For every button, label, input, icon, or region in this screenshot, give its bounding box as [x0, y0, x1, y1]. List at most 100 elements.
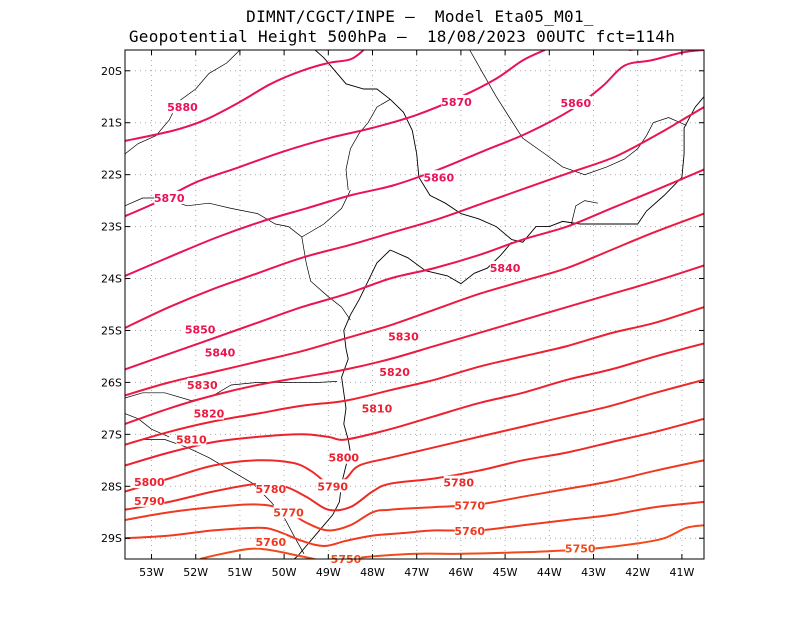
lon-label: 52W	[183, 566, 208, 579]
coastline	[314, 50, 704, 243]
contour-label-bg	[255, 534, 286, 548]
lon-label: 48W	[360, 566, 385, 579]
contour-label: 5820	[379, 366, 410, 379]
contour-label-bg	[193, 406, 224, 420]
contour-line-5780	[125, 417, 704, 512]
contour-label: 5830	[187, 379, 218, 392]
contour-line-5800	[125, 342, 704, 467]
contour-line-5850	[125, 106, 704, 329]
contour-line-5810	[125, 306, 704, 446]
title-line-1: DIMNT/CGCT/INPE – Model Eta05_M01_	[246, 7, 594, 26]
title-line-2: Geopotential Height 500hPa – 18/08/2023 …	[128, 27, 676, 46]
contour-label: 5780	[256, 483, 287, 496]
contour-line-5820	[125, 264, 704, 425]
contour-layer	[125, 50, 704, 559]
lon-label: 42W	[625, 566, 650, 579]
contour-line-5840	[125, 168, 704, 371]
lon-label: 50W	[272, 566, 297, 579]
state-border	[125, 413, 170, 438]
lon-label: 53W	[139, 566, 164, 579]
contour-line-5880	[125, 50, 365, 142]
contour-label: 5820	[194, 408, 225, 421]
contour-label: 5780	[443, 477, 474, 490]
lat-label: 21S	[101, 117, 122, 130]
contour-label-bg	[454, 498, 485, 512]
contour-label: 5770	[454, 500, 485, 513]
plot-frame	[124, 49, 705, 560]
lat-label: 22S	[101, 169, 122, 182]
contour-label: 5860	[423, 171, 454, 184]
contour-label: 5770	[273, 506, 304, 519]
contour-label-layer: 5880 5870 5860 5870 5860 5840 5850 5840 5830 5830…	[134, 94, 596, 566]
contour-label-bg	[273, 505, 304, 519]
contour-label: 5850	[185, 323, 216, 336]
lon-label: 46W	[448, 566, 473, 579]
contour-label-bg	[361, 401, 392, 415]
contour-label: 5800	[328, 452, 359, 465]
lat-label: 23S	[101, 221, 122, 234]
contour-label-bg	[379, 365, 410, 379]
contour-label: 5790	[317, 480, 348, 493]
contour-label-bg	[454, 523, 485, 537]
lat-label: 24S	[101, 273, 122, 286]
geography-layer	[125, 50, 704, 559]
contour-line-5760	[125, 500, 704, 547]
state-border	[469, 50, 687, 176]
contour-line-5750	[199, 524, 704, 559]
contour-label-bg	[388, 329, 419, 343]
lon-label: 45W	[493, 566, 518, 579]
contour-label-bg	[490, 261, 521, 275]
contour-label: 5860	[561, 97, 592, 110]
contour-line-5830	[125, 212, 704, 397]
lon-axis-labels: 53W 52W 51W 50W 49W 48W 47W 46W 45W 44W 43W 42W 41W	[139, 566, 694, 579]
contour-label-bg	[205, 345, 236, 359]
contour-label: 5800	[134, 476, 165, 489]
contour-label-bg	[134, 493, 165, 507]
lon-label: 51W	[227, 566, 252, 579]
contour-label-bg	[255, 481, 286, 495]
contour-label-bg	[167, 100, 198, 114]
lat-label: 29S	[101, 532, 122, 545]
lat-label: 25S	[101, 324, 122, 337]
contour-label: 5840	[490, 262, 521, 275]
state-border	[345, 98, 391, 191]
contour-label-bg	[423, 170, 454, 184]
contour-label: 5880	[167, 101, 198, 114]
contour-label: 5840	[205, 346, 236, 359]
lat-label: 26S	[101, 376, 122, 389]
contour-label: 5760	[454, 525, 485, 538]
state-border	[301, 190, 351, 238]
contour-label: 5790	[134, 495, 165, 508]
contour-label-bg	[328, 450, 359, 464]
contour-label-bg	[441, 94, 472, 108]
contour-label-bg	[560, 95, 591, 109]
contour-label-bg	[443, 475, 474, 489]
contour-label-bg	[565, 541, 596, 555]
lon-label: 47W	[404, 566, 429, 579]
contour-line-5870	[125, 50, 546, 218]
contour-label: 5870	[441, 96, 472, 109]
contour-label-bg	[176, 432, 207, 446]
contour-line-5870	[628, 50, 642, 51]
contour-line-5770	[125, 459, 704, 532]
contour-line-5860	[125, 50, 704, 277]
lat-label: 27S	[101, 428, 122, 441]
contour-label-bg	[134, 475, 165, 489]
contour-label: 5810	[362, 402, 393, 415]
lat-label: 20S	[101, 65, 122, 78]
lat-axis-labels: 20S 21S 22S 23S 24S 25S 26S 27S 28S 29S	[101, 65, 122, 545]
contour-label: 5830	[388, 331, 419, 344]
state-border	[125, 381, 338, 401]
contour-line-5790	[125, 378, 704, 493]
contour-label: 5750	[565, 543, 596, 556]
contour-label-bg	[187, 378, 218, 392]
state-border	[125, 439, 305, 554]
contour-label-bg	[317, 479, 348, 493]
state-border	[571, 200, 598, 225]
lon-label: 41W	[669, 566, 694, 579]
lat-label: 28S	[101, 480, 122, 493]
contour-label: 5870	[154, 192, 185, 205]
contour-label: 5810	[176, 434, 207, 447]
grid-lines	[125, 50, 704, 559]
